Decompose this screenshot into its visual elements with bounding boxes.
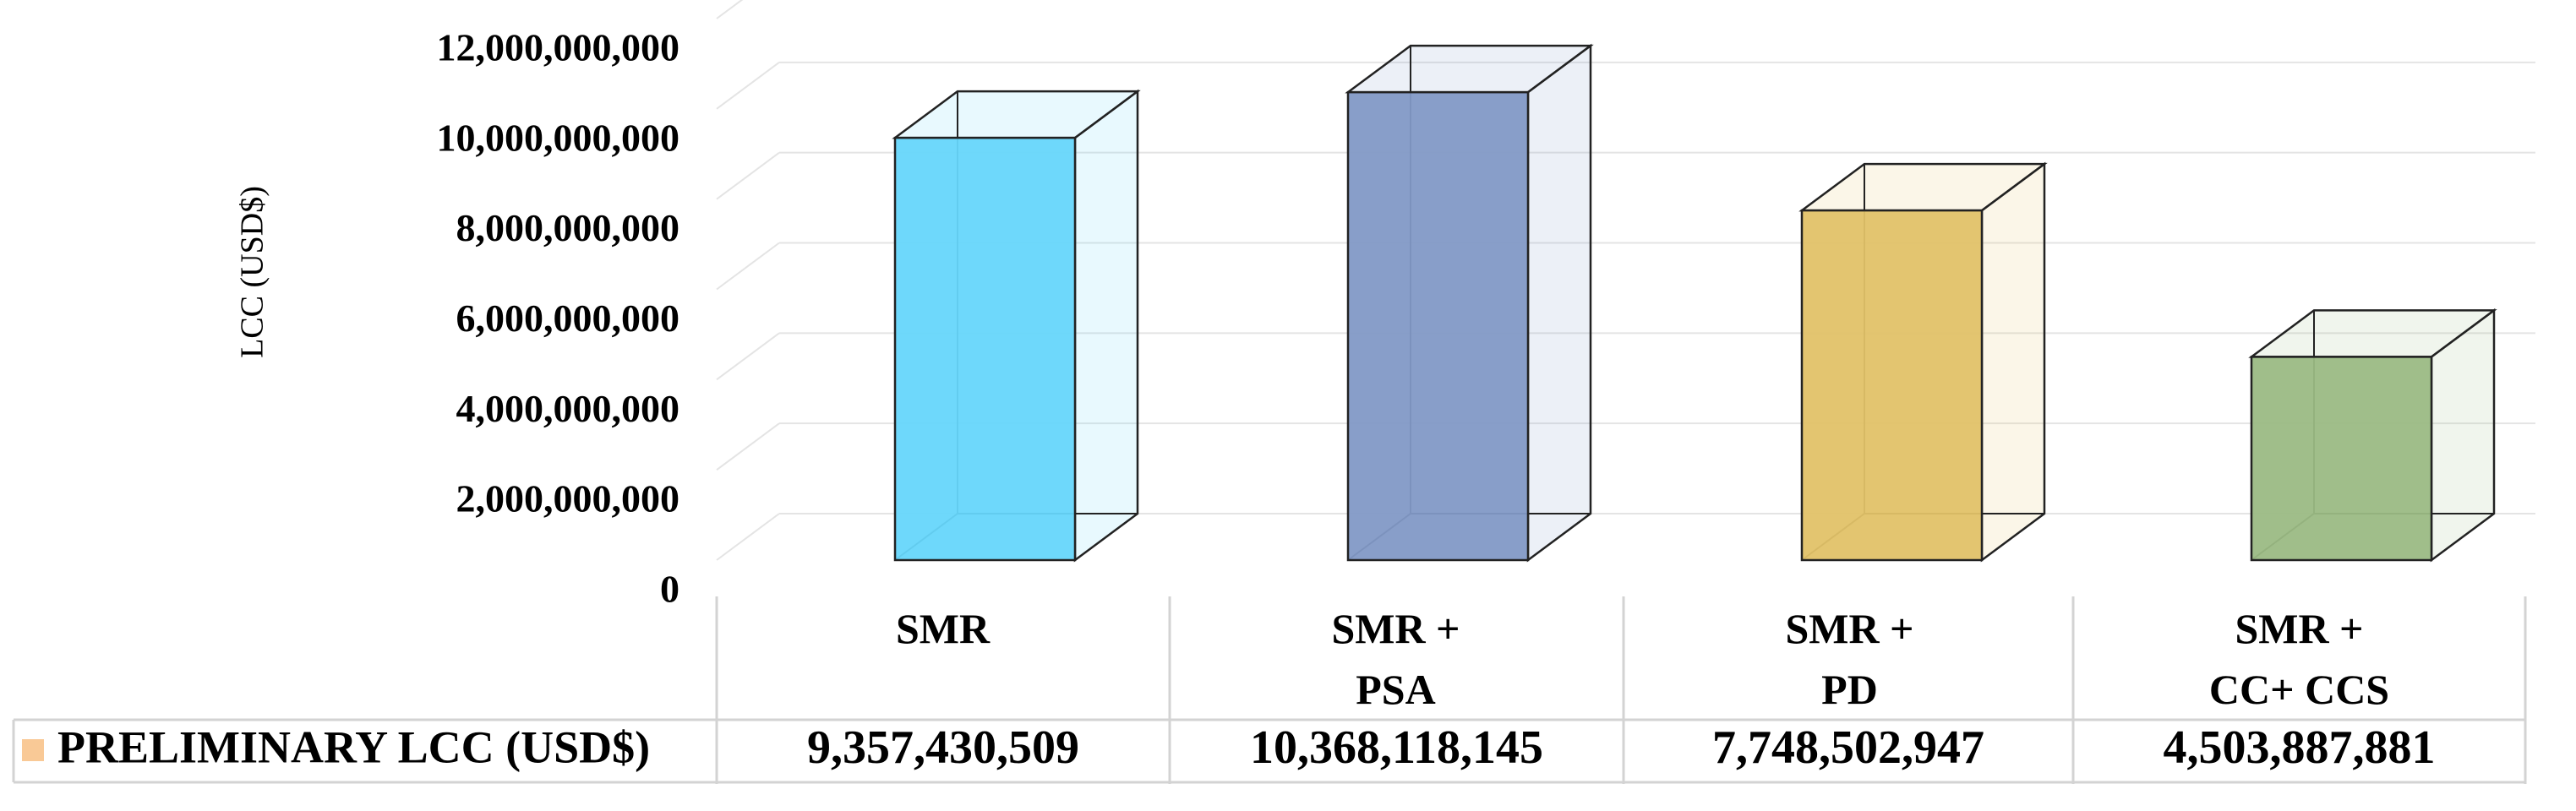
bar-side	[1526, 43, 1592, 563]
x-tick-label: SMR + PD	[1785, 605, 1914, 713]
legend-label: PRELIMINARY LCC (USD$)	[57, 721, 650, 772]
value-label: 7,748,502,947	[1712, 721, 1984, 774]
y-tick-label: 4,000,000,000	[456, 387, 680, 430]
grid-line-side	[716, 422, 780, 471]
grid-line-side	[716, 513, 780, 561]
bar	[1800, 209, 1984, 562]
y-tick-label: 0	[660, 568, 679, 611]
bar-side	[1980, 161, 2046, 563]
bar	[1346, 90, 1530, 562]
value-label: 10,368,118,145	[1250, 721, 1543, 774]
y-axis-label: LCC (USD$)	[235, 186, 270, 358]
y-tick-label: 2,000,000,000	[456, 477, 680, 520]
y-tick-label: 6,000,000,000	[456, 297, 680, 340]
x-tick-label: SMR	[895, 605, 991, 652]
x-tick-label: SMR + CC+ CCS	[2208, 605, 2390, 713]
y-tick-label: 10,000,000,000	[437, 116, 680, 159]
grid-line-side	[716, 151, 780, 200]
bar	[2250, 356, 2433, 562]
grid-line-side	[716, 242, 780, 291]
grid-line-side	[716, 332, 780, 381]
value-label: 4,503,887,881	[2164, 721, 2436, 774]
bar	[893, 136, 1077, 562]
y-tick-label: 12,000,000,000	[437, 26, 680, 69]
bar-side	[1073, 89, 1139, 563]
x-tick-label: SMR + PSA	[1331, 605, 1460, 713]
y-tick-label: 8,000,000,000	[456, 206, 680, 249]
value-label: 9,357,430,509	[807, 721, 1079, 774]
legend-marker	[22, 739, 44, 761]
grid-line-side	[716, 62, 780, 110]
grid-line-side	[716, 0, 744, 19]
